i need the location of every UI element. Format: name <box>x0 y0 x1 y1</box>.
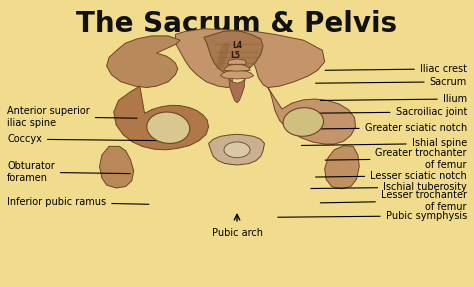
Text: Iliac crest: Iliac crest <box>325 64 467 74</box>
Ellipse shape <box>283 108 324 136</box>
Text: Pubic arch: Pubic arch <box>211 228 263 238</box>
Text: Anterior superior
iliac spine: Anterior superior iliac spine <box>7 106 137 128</box>
Polygon shape <box>204 31 263 77</box>
Polygon shape <box>229 79 245 103</box>
Polygon shape <box>107 36 180 88</box>
Polygon shape <box>100 146 134 188</box>
Polygon shape <box>224 64 250 71</box>
Text: Lesser sciatic notch: Lesser sciatic notch <box>316 171 467 181</box>
Ellipse shape <box>224 142 250 158</box>
Text: Greater trochanter
of femur: Greater trochanter of femur <box>325 148 467 170</box>
Ellipse shape <box>147 112 190 144</box>
Polygon shape <box>268 88 356 144</box>
Text: L4: L4 <box>232 41 242 51</box>
Polygon shape <box>220 70 254 79</box>
Polygon shape <box>325 146 359 189</box>
Text: Sacrum: Sacrum <box>316 77 467 87</box>
Polygon shape <box>228 59 246 64</box>
Text: Lesser trochanter
of femur: Lesser trochanter of femur <box>320 190 467 212</box>
Text: Inferior pubic ramus: Inferior pubic ramus <box>7 197 149 207</box>
Text: Sacroiliac joint: Sacroiliac joint <box>301 107 467 117</box>
Text: Pubic symphysis: Pubic symphysis <box>278 211 467 221</box>
Text: The Sacrum & Pelvis: The Sacrum & Pelvis <box>76 10 398 38</box>
Text: Ischial tuberosity: Ischial tuberosity <box>311 182 467 192</box>
Text: Obturator
foramen: Obturator foramen <box>7 161 130 183</box>
Text: Ishial spine: Ishial spine <box>301 139 467 148</box>
Polygon shape <box>209 134 264 165</box>
Text: L5: L5 <box>230 51 241 61</box>
Text: Coccyx: Coccyx <box>7 134 158 144</box>
Text: Greater sciatic notch: Greater sciatic notch <box>301 123 467 133</box>
Text: Ilium: Ilium <box>320 94 467 104</box>
Polygon shape <box>216 42 230 69</box>
Polygon shape <box>114 86 209 150</box>
Polygon shape <box>175 29 325 88</box>
